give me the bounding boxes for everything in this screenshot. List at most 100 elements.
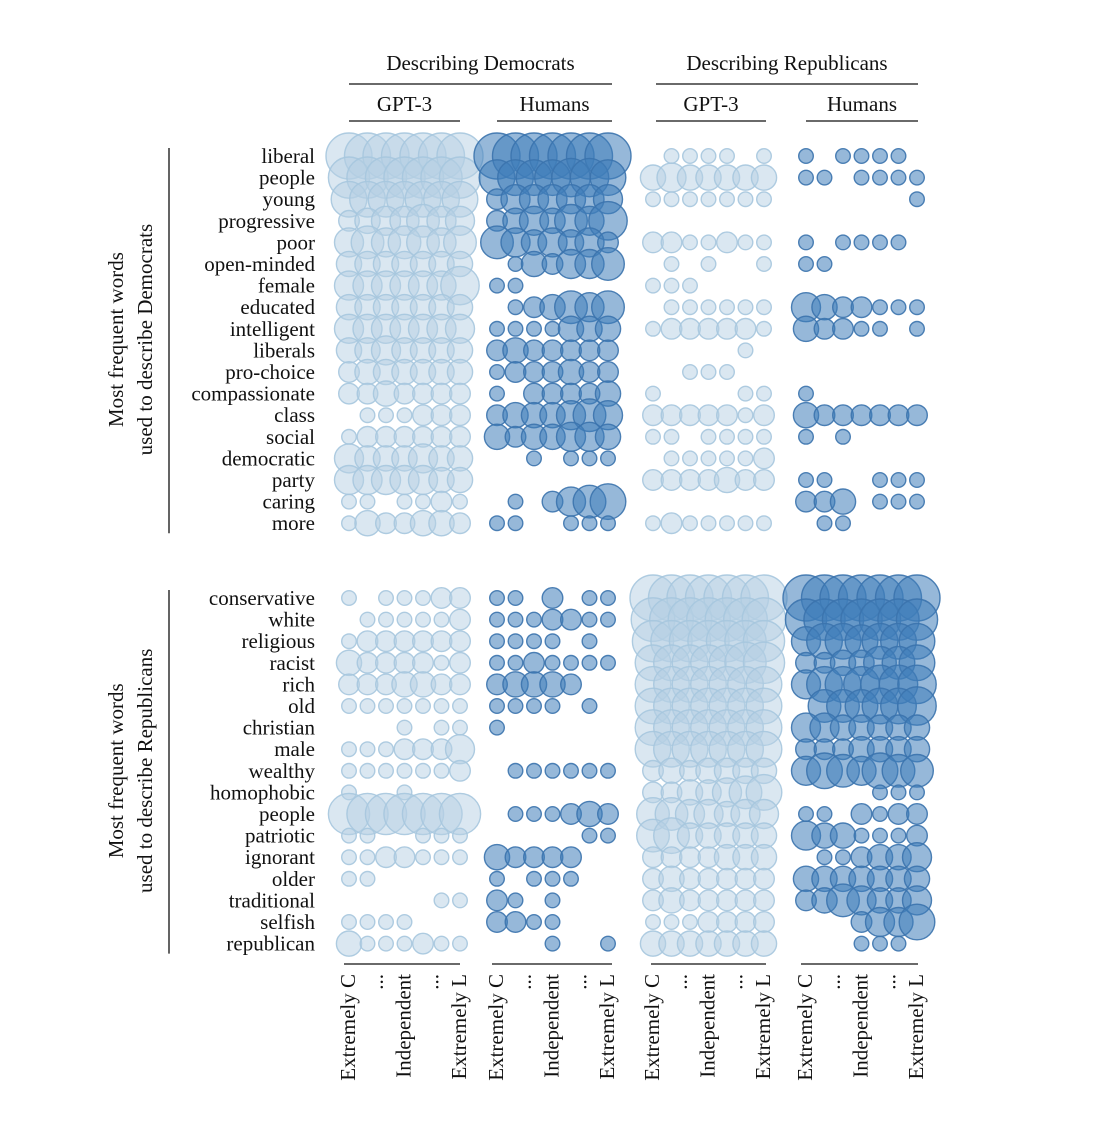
bubble xyxy=(507,806,524,823)
bubble xyxy=(663,147,680,164)
bubble xyxy=(563,654,580,671)
bubble xyxy=(682,191,699,208)
bubble xyxy=(489,385,506,402)
bubble xyxy=(489,654,506,671)
bubble xyxy=(816,256,833,273)
x-tick-label: ... xyxy=(876,974,900,990)
bubble xyxy=(594,423,622,451)
bubble xyxy=(853,320,870,337)
bubble xyxy=(359,914,376,931)
bubble xyxy=(393,651,416,674)
bubble xyxy=(449,587,472,610)
bubble xyxy=(375,425,398,448)
word-label: more xyxy=(272,511,315,535)
bubble xyxy=(697,404,720,427)
word-label: pro-choice xyxy=(225,360,315,384)
bubble xyxy=(645,320,662,337)
bubble xyxy=(700,234,717,251)
bubble xyxy=(378,935,395,952)
bubble xyxy=(581,515,598,532)
bubble xyxy=(645,914,662,931)
bubble xyxy=(489,611,506,628)
bubble xyxy=(645,515,662,532)
bubble xyxy=(890,234,907,251)
bubble xyxy=(756,256,773,273)
bubble xyxy=(507,892,524,909)
word-label: male xyxy=(274,737,315,761)
bubble xyxy=(737,407,754,424)
bubble xyxy=(433,849,450,866)
bubble xyxy=(798,385,815,402)
bubble xyxy=(341,762,358,779)
bubble xyxy=(682,914,699,931)
bubble xyxy=(600,611,617,628)
word-label: republican xyxy=(226,932,315,956)
bubble xyxy=(375,630,398,653)
bubble xyxy=(816,515,833,532)
bubble xyxy=(412,738,435,761)
bubble xyxy=(449,759,472,782)
bubble xyxy=(679,846,702,869)
bubble xyxy=(737,515,754,532)
bubble xyxy=(682,147,699,164)
bubble xyxy=(737,450,754,467)
bubble xyxy=(850,803,873,826)
bubble xyxy=(600,827,617,844)
bubble xyxy=(507,654,524,671)
word-label: progressive xyxy=(218,209,315,233)
bubble xyxy=(753,889,776,912)
bubble xyxy=(682,364,699,381)
bubble xyxy=(507,320,524,337)
bubble xyxy=(507,515,524,532)
bubble xyxy=(544,870,561,887)
bubble xyxy=(756,234,773,251)
bubble xyxy=(359,870,376,887)
bubble xyxy=(872,935,889,952)
bubble xyxy=(415,493,432,510)
x-tick-label: Extremely L xyxy=(595,974,619,1080)
bubble xyxy=(541,846,564,869)
word-label: white xyxy=(268,608,315,632)
bubble xyxy=(663,450,680,467)
bubble xyxy=(446,466,474,494)
word-label: compassionate xyxy=(191,382,315,406)
bubble xyxy=(341,590,358,607)
bubble xyxy=(433,935,450,952)
bubble xyxy=(356,673,379,696)
bubble xyxy=(430,382,453,405)
bubble xyxy=(660,469,683,492)
bubble xyxy=(660,231,683,254)
word-label: intelligent xyxy=(230,317,315,341)
bubble xyxy=(737,234,754,251)
bubble xyxy=(449,512,472,535)
bubble xyxy=(341,515,358,532)
bubble xyxy=(835,515,852,532)
bubble xyxy=(452,719,469,736)
bubble xyxy=(544,914,561,931)
word-label: educated xyxy=(240,295,315,319)
bubble xyxy=(642,231,665,254)
bubble xyxy=(872,827,889,844)
bubble xyxy=(737,299,754,316)
word-label: poor xyxy=(277,230,316,254)
bubble xyxy=(700,191,717,208)
bubble xyxy=(526,914,543,931)
bubble xyxy=(489,633,506,650)
bubble xyxy=(433,719,450,736)
bubble xyxy=(359,493,376,510)
bubble xyxy=(452,493,469,510)
bubble xyxy=(719,450,736,467)
x-tick-label: ... xyxy=(821,974,845,990)
bubble xyxy=(375,651,398,674)
bubble xyxy=(798,147,815,164)
bubble xyxy=(507,256,524,273)
bubble xyxy=(526,450,543,467)
bubble xyxy=(507,299,524,316)
bubble xyxy=(679,889,702,912)
bubble xyxy=(526,806,543,823)
x-tick-label: ... xyxy=(567,974,591,990)
group-title: Describing Republicans xyxy=(686,51,887,75)
bubble xyxy=(341,870,358,887)
bubble xyxy=(700,147,717,164)
block-label-line2: used to describe Democrats xyxy=(133,224,157,456)
